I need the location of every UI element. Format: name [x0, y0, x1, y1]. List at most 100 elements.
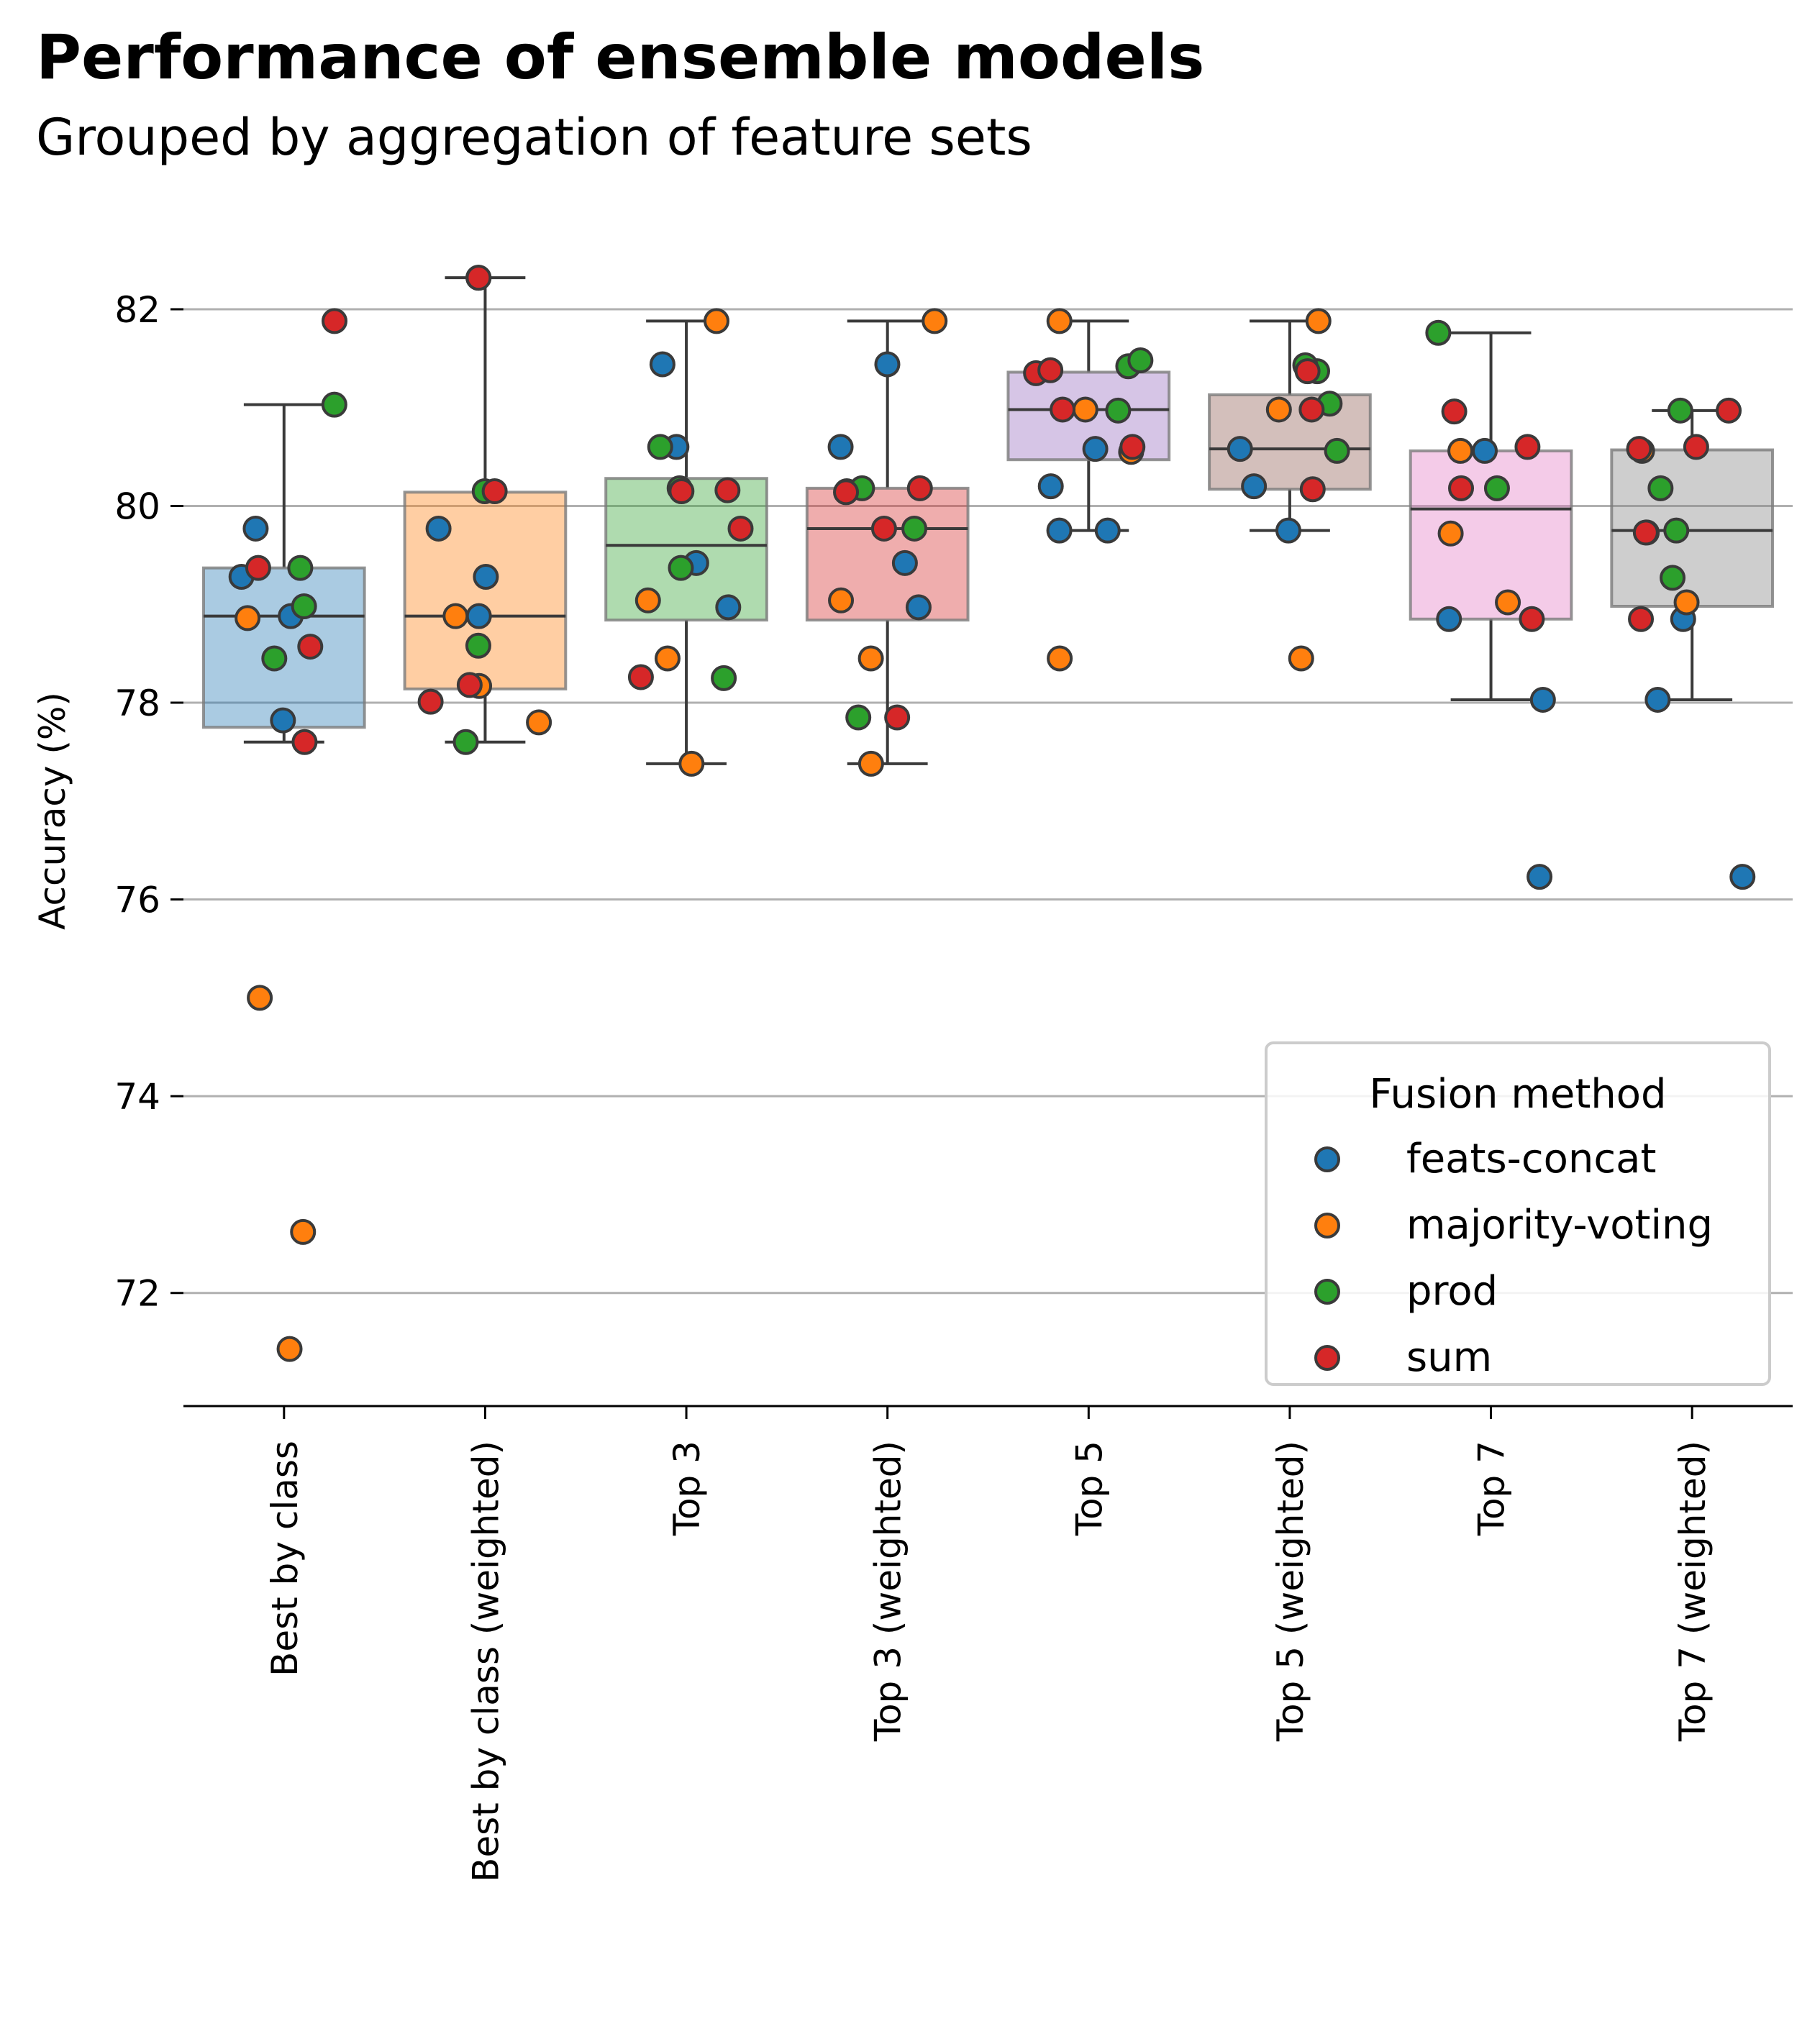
- legend-label-prod: prod: [1406, 1268, 1498, 1315]
- data-point-sum: [1683, 434, 1709, 460]
- data-point-feats-concat: [1094, 517, 1121, 544]
- data-point-prod: [261, 645, 288, 672]
- data-point-sum: [322, 308, 348, 334]
- data-point-prod: [1483, 475, 1510, 501]
- legend-label-feats-concat: feats-concat: [1406, 1136, 1656, 1182]
- data-point-feats-concat: [715, 594, 742, 621]
- data-point-majority-voting: [1305, 308, 1332, 334]
- data-point-feats-concat: [473, 563, 499, 590]
- data-point-sum: [417, 688, 444, 715]
- data-point-feats-concat: [1046, 517, 1073, 544]
- chart-title: Performance of ensemble models: [36, 22, 1205, 93]
- data-point-prod: [668, 555, 694, 581]
- x-tick-label: Top 3: [666, 1441, 708, 1536]
- legend-label-sum: sum: [1406, 1334, 1492, 1381]
- data-point-prod: [287, 555, 314, 581]
- chart-subtitle: Grouped by aggregation of feature sets: [36, 108, 1032, 167]
- data-point-prod: [1127, 347, 1154, 374]
- data-point-sum: [1298, 396, 1325, 423]
- data-point-majority-voting: [276, 1336, 303, 1362]
- data-point-sum: [1716, 397, 1742, 424]
- data-point-feats-concat: [425, 515, 452, 542]
- data-point-majority-voting: [247, 985, 273, 1011]
- x-tick-label: Top 5: [1068, 1441, 1110, 1536]
- data-point-feats-concat: [827, 434, 854, 460]
- data-point-sum: [668, 478, 695, 504]
- legend-title: Fusion method: [1369, 1071, 1666, 1118]
- data-point-prod: [1647, 475, 1674, 501]
- data-point-feats-concat: [1526, 864, 1553, 890]
- data-point-majority-voting: [526, 709, 552, 736]
- data-point-sum: [297, 634, 324, 660]
- data-point-prod: [1105, 397, 1132, 424]
- data-point-majority-voting: [1046, 308, 1073, 334]
- data-point-majority-voting: [1288, 645, 1314, 672]
- data-point-sum: [1448, 475, 1475, 501]
- y-tick-label: 80: [114, 485, 160, 527]
- data-point-feats-concat: [465, 603, 492, 629]
- data-point-majority-voting: [828, 587, 855, 613]
- data-point-sum: [1519, 606, 1545, 632]
- data-point-prod: [647, 434, 673, 460]
- data-point-feats-concat: [1644, 686, 1671, 713]
- data-point-feats-concat: [874, 351, 901, 378]
- data-point-sum: [727, 515, 754, 542]
- data-point-sum: [1119, 434, 1146, 460]
- box-0: [201, 566, 366, 729]
- data-point-feats-concat: [1275, 517, 1301, 544]
- data-point-sum: [1628, 606, 1655, 632]
- data-point-sum: [1632, 519, 1659, 546]
- data-point-prod: [321, 391, 347, 418]
- data-point-feats-concat: [1471, 437, 1498, 464]
- data-point-majority-voting: [857, 645, 884, 672]
- data-point-majority-voting: [1673, 589, 1700, 616]
- data-point-sum: [627, 664, 654, 690]
- data-point-feats-concat: [1227, 436, 1253, 462]
- data-point-feats-concat: [891, 549, 918, 576]
- data-point-sum: [833, 479, 860, 506]
- data-point-sum: [481, 478, 508, 504]
- data-point-sum: [291, 729, 318, 755]
- data-point-feats-concat: [905, 594, 932, 621]
- data-point-feats-concat: [1436, 606, 1462, 632]
- data-point-sum: [1626, 436, 1652, 462]
- data-point-sum: [1037, 357, 1064, 383]
- data-point-prod: [1667, 397, 1693, 424]
- data-point-prod: [465, 632, 491, 659]
- data-point-majority-voting: [678, 750, 705, 777]
- data-point-prod: [845, 704, 872, 731]
- x-tick-label: Best by class: [264, 1441, 306, 1676]
- data-point-sum: [1514, 434, 1541, 460]
- data-point-prod: [1663, 517, 1690, 544]
- data-point-sum: [1299, 476, 1326, 503]
- y-tick-label: 76: [114, 880, 160, 921]
- data-point-sum: [714, 477, 741, 503]
- data-point-majority-voting: [857, 750, 884, 777]
- box-6: [1409, 449, 1573, 621]
- legend: Fusion method feats-concat majority-voting…: [1265, 1041, 1771, 1386]
- data-point-majority-voting: [1495, 589, 1521, 616]
- x-tick-label: Top 3 (weighted): [868, 1441, 909, 1742]
- points: [228, 265, 1756, 1362]
- data-point-majority-voting: [1047, 645, 1073, 672]
- legend-marker-feats-concat: [1314, 1146, 1340, 1172]
- data-point-prod: [291, 593, 317, 620]
- data-point-majority-voting: [1437, 520, 1464, 547]
- data-point-majority-voting: [1265, 396, 1292, 423]
- legend-marker-prod: [1314, 1279, 1340, 1305]
- x-tick-label: Top 7 (weighted): [1672, 1441, 1714, 1742]
- x-tick-label: Best by class (weighted): [465, 1441, 506, 1882]
- data-point-prod: [1425, 319, 1452, 346]
- data-point-majority-voting: [442, 603, 469, 629]
- data-point-feats-concat: [1037, 473, 1064, 500]
- y-tick-label: 74: [114, 1076, 160, 1118]
- y-axis-label: Accuracy (%): [32, 692, 73, 930]
- x-tick-label: Top 5 (weighted): [1270, 1441, 1311, 1742]
- data-point-sum: [906, 475, 933, 501]
- data-point-feats-concat: [242, 515, 269, 542]
- data-point-sum: [1294, 358, 1321, 385]
- data-point-prod: [1324, 437, 1350, 464]
- data-point-majority-voting: [634, 587, 661, 613]
- axes: 72 74 76 78 80 82 Accuracy (%) Best by class Bes…: [32, 289, 1793, 1882]
- data-point-feats-concat: [649, 351, 675, 378]
